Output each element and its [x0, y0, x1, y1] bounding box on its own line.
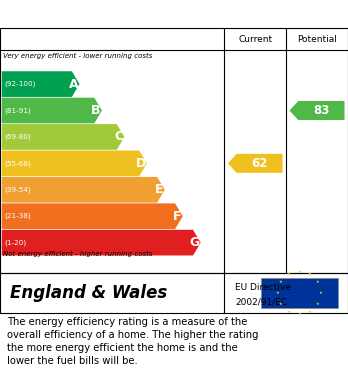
Text: Potential: Potential: [297, 34, 337, 43]
Polygon shape: [228, 154, 283, 173]
Text: F: F: [173, 210, 181, 223]
Text: 83: 83: [313, 104, 330, 117]
Text: (92-100): (92-100): [4, 81, 35, 87]
Text: ★: ★: [279, 280, 283, 284]
Text: (55-68): (55-68): [4, 160, 31, 167]
Text: Energy Efficiency Rating: Energy Efficiency Rating: [69, 7, 279, 22]
Text: England & Wales: England & Wales: [10, 284, 168, 302]
Text: (69-80): (69-80): [4, 134, 31, 140]
Polygon shape: [2, 203, 183, 229]
Text: ★: ★: [287, 273, 291, 276]
Text: (39-54): (39-54): [4, 187, 31, 193]
Text: ★: ★: [319, 291, 323, 295]
Text: ★: ★: [298, 269, 301, 274]
FancyBboxPatch shape: [261, 278, 338, 308]
Text: (81-91): (81-91): [4, 107, 31, 114]
Polygon shape: [2, 177, 165, 203]
Polygon shape: [2, 71, 79, 97]
Text: ★: ★: [276, 291, 280, 295]
Text: (21-38): (21-38): [4, 213, 31, 219]
Text: E: E: [155, 183, 163, 196]
Text: 62: 62: [251, 157, 268, 170]
Text: G: G: [190, 236, 200, 249]
Text: Not energy efficient - higher running costs: Not energy efficient - higher running co…: [3, 251, 153, 257]
Polygon shape: [2, 230, 201, 255]
Text: The energy efficiency rating is a measure of the
overall efficiency of a home. T: The energy efficiency rating is a measur…: [7, 317, 259, 366]
Text: ★: ★: [308, 273, 312, 276]
Text: (1-20): (1-20): [4, 239, 26, 246]
Text: A: A: [69, 77, 78, 91]
Polygon shape: [290, 101, 345, 120]
Text: ★: ★: [308, 310, 312, 314]
Text: ★: ★: [298, 312, 301, 316]
Text: C: C: [114, 131, 123, 143]
Text: 2002/91/EC: 2002/91/EC: [235, 297, 287, 306]
Polygon shape: [2, 151, 147, 176]
Polygon shape: [2, 124, 124, 150]
Text: B: B: [91, 104, 101, 117]
Text: ★: ★: [287, 310, 291, 314]
Text: EU Directive: EU Directive: [235, 283, 291, 292]
Polygon shape: [2, 98, 102, 123]
Text: Current: Current: [238, 34, 272, 43]
Text: Very energy efficient - lower running costs: Very energy efficient - lower running co…: [3, 52, 153, 59]
Text: D: D: [136, 157, 146, 170]
Text: ★: ★: [279, 302, 283, 306]
Text: ★: ★: [316, 302, 320, 306]
Text: ★: ★: [316, 280, 320, 284]
